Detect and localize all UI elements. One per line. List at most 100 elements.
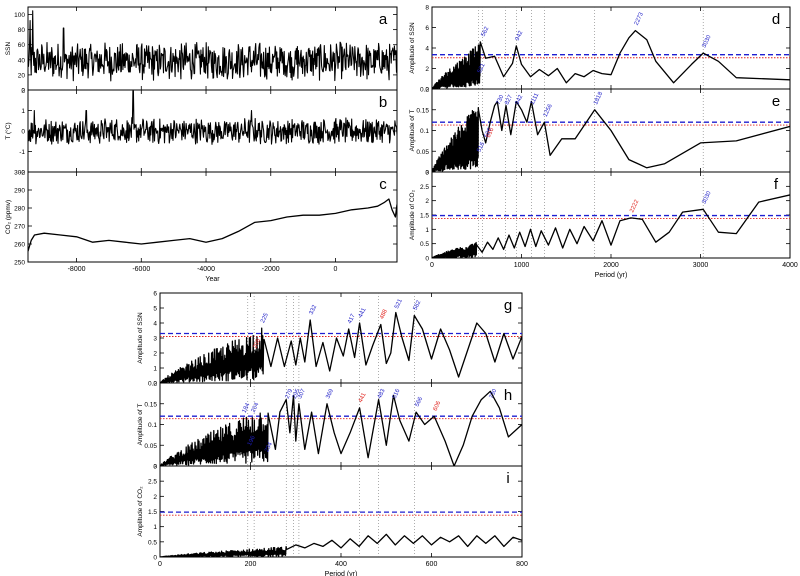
y-tick-label: 260 — [14, 242, 25, 249]
plot-area — [160, 383, 522, 466]
panel-letter: c — [379, 176, 387, 193]
y-tick-label: 3 — [425, 170, 429, 177]
y-tick-label: 0.2 — [420, 87, 429, 94]
peak-label: 562 — [413, 299, 423, 311]
y-tick-label: 0 — [425, 170, 429, 177]
y-tick-label: 2 — [21, 88, 25, 95]
y-tick-label: 0.1 — [148, 422, 157, 429]
x-tick-label: 800 — [516, 561, 528, 568]
peak-label: 196 — [247, 435, 257, 447]
y-tick-label: 4 — [425, 46, 429, 53]
peak-label: 1818 — [593, 91, 604, 106]
y-tick-label: 1 — [153, 366, 157, 373]
x-tick-label: -8000 — [68, 266, 86, 273]
plot-area — [28, 10, 397, 82]
y-tick-label: 60 — [18, 42, 26, 49]
series-line-e — [432, 100, 790, 172]
peak-label: 1111 — [530, 92, 541, 106]
panel-letter: h — [504, 387, 512, 404]
panel-letter: i — [506, 470, 509, 487]
peak-label: 616 — [486, 127, 496, 139]
y-tick-label: 0 — [425, 256, 429, 263]
y-tick-label: 2 — [425, 198, 429, 205]
peak-label: 369 — [325, 388, 335, 400]
y-axis-label: Amplitude of T — [409, 110, 416, 152]
y-tick-label: 0.2 — [148, 381, 157, 388]
x-axis-label: Period (yr) — [595, 272, 628, 279]
y-tick-label: 0.15 — [144, 401, 157, 408]
x-tick-label: 0 — [430, 262, 434, 269]
peak-label: 730 — [496, 94, 506, 106]
x-tick-label: 2000 — [603, 262, 619, 269]
panel-frame — [431, 6, 791, 90]
x-tick-label: 0 — [334, 266, 338, 273]
panel-a: 0 20 40 60 80 100 SSN a — [5, 6, 398, 95]
peak-label: 208 — [252, 337, 262, 349]
y-axis-label: SSN — [5, 42, 12, 56]
panel-frame — [27, 171, 398, 263]
peak-label: 234 — [264, 441, 274, 453]
peak-label: 1256 — [543, 103, 554, 118]
x-axis-label: Period (yr) — [325, 571, 358, 576]
series-line-f — [432, 194, 790, 258]
x-tick-label: 200 — [245, 561, 257, 568]
y-tick-label: 0.05 — [416, 149, 429, 156]
y-tick-label: 6 — [425, 25, 429, 32]
y-tick-label: 1.5 — [148, 509, 157, 516]
peak-label: 488 — [379, 308, 389, 320]
peak-label: 441 — [358, 392, 368, 404]
peak-label: 332 — [309, 304, 319, 316]
peak-label: 516 — [392, 388, 402, 400]
y-axis-label: T (°C) — [4, 122, 12, 139]
y-tick-label: 40 — [18, 57, 26, 64]
x-axis-label: Year — [205, 276, 220, 283]
y-tick-label: 1 — [425, 227, 429, 234]
peak-label: 606 — [433, 400, 443, 412]
y-tick-label: -2 — [19, 170, 25, 177]
peak-label: 562 — [481, 25, 491, 37]
x-tick-label: -2000 — [262, 266, 280, 273]
peak-label: 417 — [347, 313, 357, 325]
y-tick-label: 80 — [18, 27, 26, 34]
peak-label: 942 — [515, 94, 525, 106]
x-tick-label: 600 — [426, 561, 438, 568]
peak-label: 516 — [477, 141, 487, 153]
plot-area — [160, 466, 522, 557]
series-line-h — [160, 390, 522, 466]
peak-label: 307 — [297, 388, 307, 400]
plot-area — [432, 172, 790, 258]
plot-area — [28, 90, 397, 145]
plot-area — [432, 7, 790, 89]
y-tick-label: 1.5 — [420, 213, 429, 220]
peak-label: 596 — [484, 127, 494, 139]
y-tick-label: 5 — [153, 306, 157, 313]
panel-c: 250 260 270 280 290 300 -8000 -6000 -4000 -2000 0 Y… — [5, 170, 398, 283]
y-tick-label: 0.5 — [148, 539, 157, 546]
y-tick-label: 20 — [18, 72, 26, 79]
y-axis-label: Amplitude of CO₂ — [409, 189, 416, 240]
x-tick-label: 1000 — [514, 262, 530, 269]
peak-label: 204 — [251, 401, 261, 413]
y-tick-label: 1 — [153, 524, 157, 531]
peak-label: 3030 — [702, 190, 713, 205]
peak-label: 827 — [504, 94, 514, 106]
y-axis-label: Amplitude of T — [137, 404, 144, 446]
peak-label: 730 — [489, 388, 499, 400]
peak-label: 483 — [377, 388, 387, 400]
peak-label: 3030 — [702, 34, 713, 49]
series-line-b — [28, 90, 397, 145]
y-tick-label: 0 — [21, 129, 25, 136]
panel-h: 0 0.05 0.1 0.15 0.2 Amplitude of T h 184 196 204 2… — [137, 381, 523, 471]
x-tick-label: 400 — [335, 561, 347, 568]
series-line-c — [28, 198, 397, 252]
peak-label: 184 — [242, 402, 252, 414]
peak-label: 295 — [292, 388, 302, 400]
y-tick-label: 2 — [153, 494, 157, 501]
y-tick-label: 290 — [14, 188, 25, 195]
y-tick-label: 0.5 — [420, 241, 429, 248]
y-tick-label: 100 — [14, 12, 25, 19]
series-line-a — [28, 10, 397, 82]
y-tick-label: 2.5 — [420, 184, 429, 191]
